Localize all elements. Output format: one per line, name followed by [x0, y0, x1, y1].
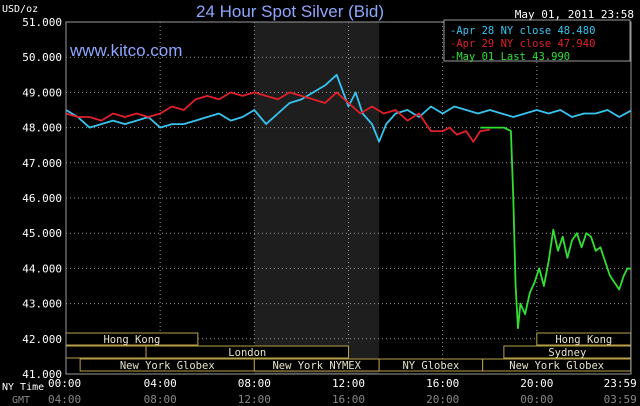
price-series	[65, 73, 632, 330]
session-label: Sydney	[548, 347, 586, 359]
y-tick-label: 48.000	[22, 122, 62, 135]
ny-time-tick: 12:00	[332, 377, 365, 390]
session-label: Hong Kong	[103, 334, 160, 346]
session-new-york-globex: New York Globex	[482, 358, 632, 372]
y-tick-label: 51.000	[22, 16, 62, 29]
series-line-1	[65, 73, 632, 143]
gmt-time-tick: 04:00	[48, 393, 81, 406]
y-tick-label: 42.000	[22, 333, 62, 346]
y-tick-label: 41.000	[22, 368, 62, 381]
session-hong-kong: Hong Kong	[536, 332, 632, 346]
ny-time-tick: 16:00	[426, 377, 459, 390]
session-label: London	[228, 347, 266, 359]
gmt-time-tick: 12:00	[238, 393, 271, 406]
session-new-york-globex: New York Globex	[79, 358, 255, 372]
y-tick-label: 50.000	[22, 51, 62, 64]
market-sessions: Hong Kong London New York Globex New York N…	[65, 332, 632, 372]
gmt-time-tick: 08:00	[144, 393, 177, 406]
y-axis-ticks: 41.000 42.000 43.000 44.000 45.000 46.000 47.0…	[22, 16, 62, 381]
ny-time-label: NY Time	[2, 382, 44, 393]
y-tick-label: 49.000	[22, 86, 62, 99]
y-tick-label: 44.000	[22, 262, 62, 275]
gmt-label: GMT	[12, 395, 30, 406]
y-tick-label: 47.000	[22, 157, 62, 170]
session-stub	[65, 345, 147, 359]
y-unit-label: USD/oz	[2, 4, 38, 15]
gmt-time-tick: 03:59	[604, 393, 637, 406]
session-label: NY Globex	[402, 360, 459, 372]
legend-entry: -Apr 29 NY close 47.940	[450, 38, 595, 50]
gmt-time-tick: 16:00	[332, 393, 365, 406]
session-label: New York Globex	[120, 360, 215, 372]
session-box	[145, 345, 349, 359]
legend-entry: -Apr 28 NY close 48.480	[450, 25, 595, 37]
ny-time-tick: 00:00	[48, 377, 81, 390]
y-tick-label: 43.000	[22, 298, 62, 311]
legend: -Apr 28 NY close 48.480-Apr 29 NY close …	[443, 19, 631, 63]
chart-title: 24 Hour Spot Silver (Bid)	[196, 2, 384, 21]
session-label: New York Globex	[509, 360, 604, 372]
ny-time-tick: 23:59	[604, 377, 637, 390]
time-axis: 00:00 04:00 04:00 08:00 08:00 12:00 12:00 16:00…	[48, 377, 637, 406]
session-label: Hong Kong	[555, 334, 612, 346]
legend-entry: -May 01 Last 43.990	[450, 51, 570, 63]
series-line-3	[480, 126, 631, 330]
session-new-york-nymex: New York NYMEX	[253, 358, 380, 372]
timestamp: May 01, 2011 23:58	[515, 8, 634, 21]
session-london: London	[145, 345, 349, 359]
session-ny-globex: NY Globex	[378, 358, 484, 372]
ny-time-tick: 04:00	[144, 377, 177, 390]
grid-lines	[66, 21, 631, 375]
gmt-time-tick: 00:00	[520, 393, 553, 406]
session-hong-kong: Hong Kong	[65, 332, 199, 346]
legend-box	[443, 19, 631, 62]
series-line-2	[65, 91, 490, 143]
kitco-watermark: www.kitco.com	[69, 41, 182, 60]
y-tick-label: 46.000	[22, 192, 62, 205]
nymex-shaded-region	[254, 22, 380, 374]
ny-time-tick: 08:00	[238, 377, 271, 390]
session-sydney: Sydney	[503, 345, 632, 359]
session-label: New York NYMEX	[272, 360, 361, 372]
ny-time-tick: 20:00	[520, 377, 553, 390]
y-tick-label: 45.000	[22, 227, 62, 240]
plot-frame	[65, 21, 632, 375]
gmt-time-tick: 20:00	[426, 393, 459, 406]
